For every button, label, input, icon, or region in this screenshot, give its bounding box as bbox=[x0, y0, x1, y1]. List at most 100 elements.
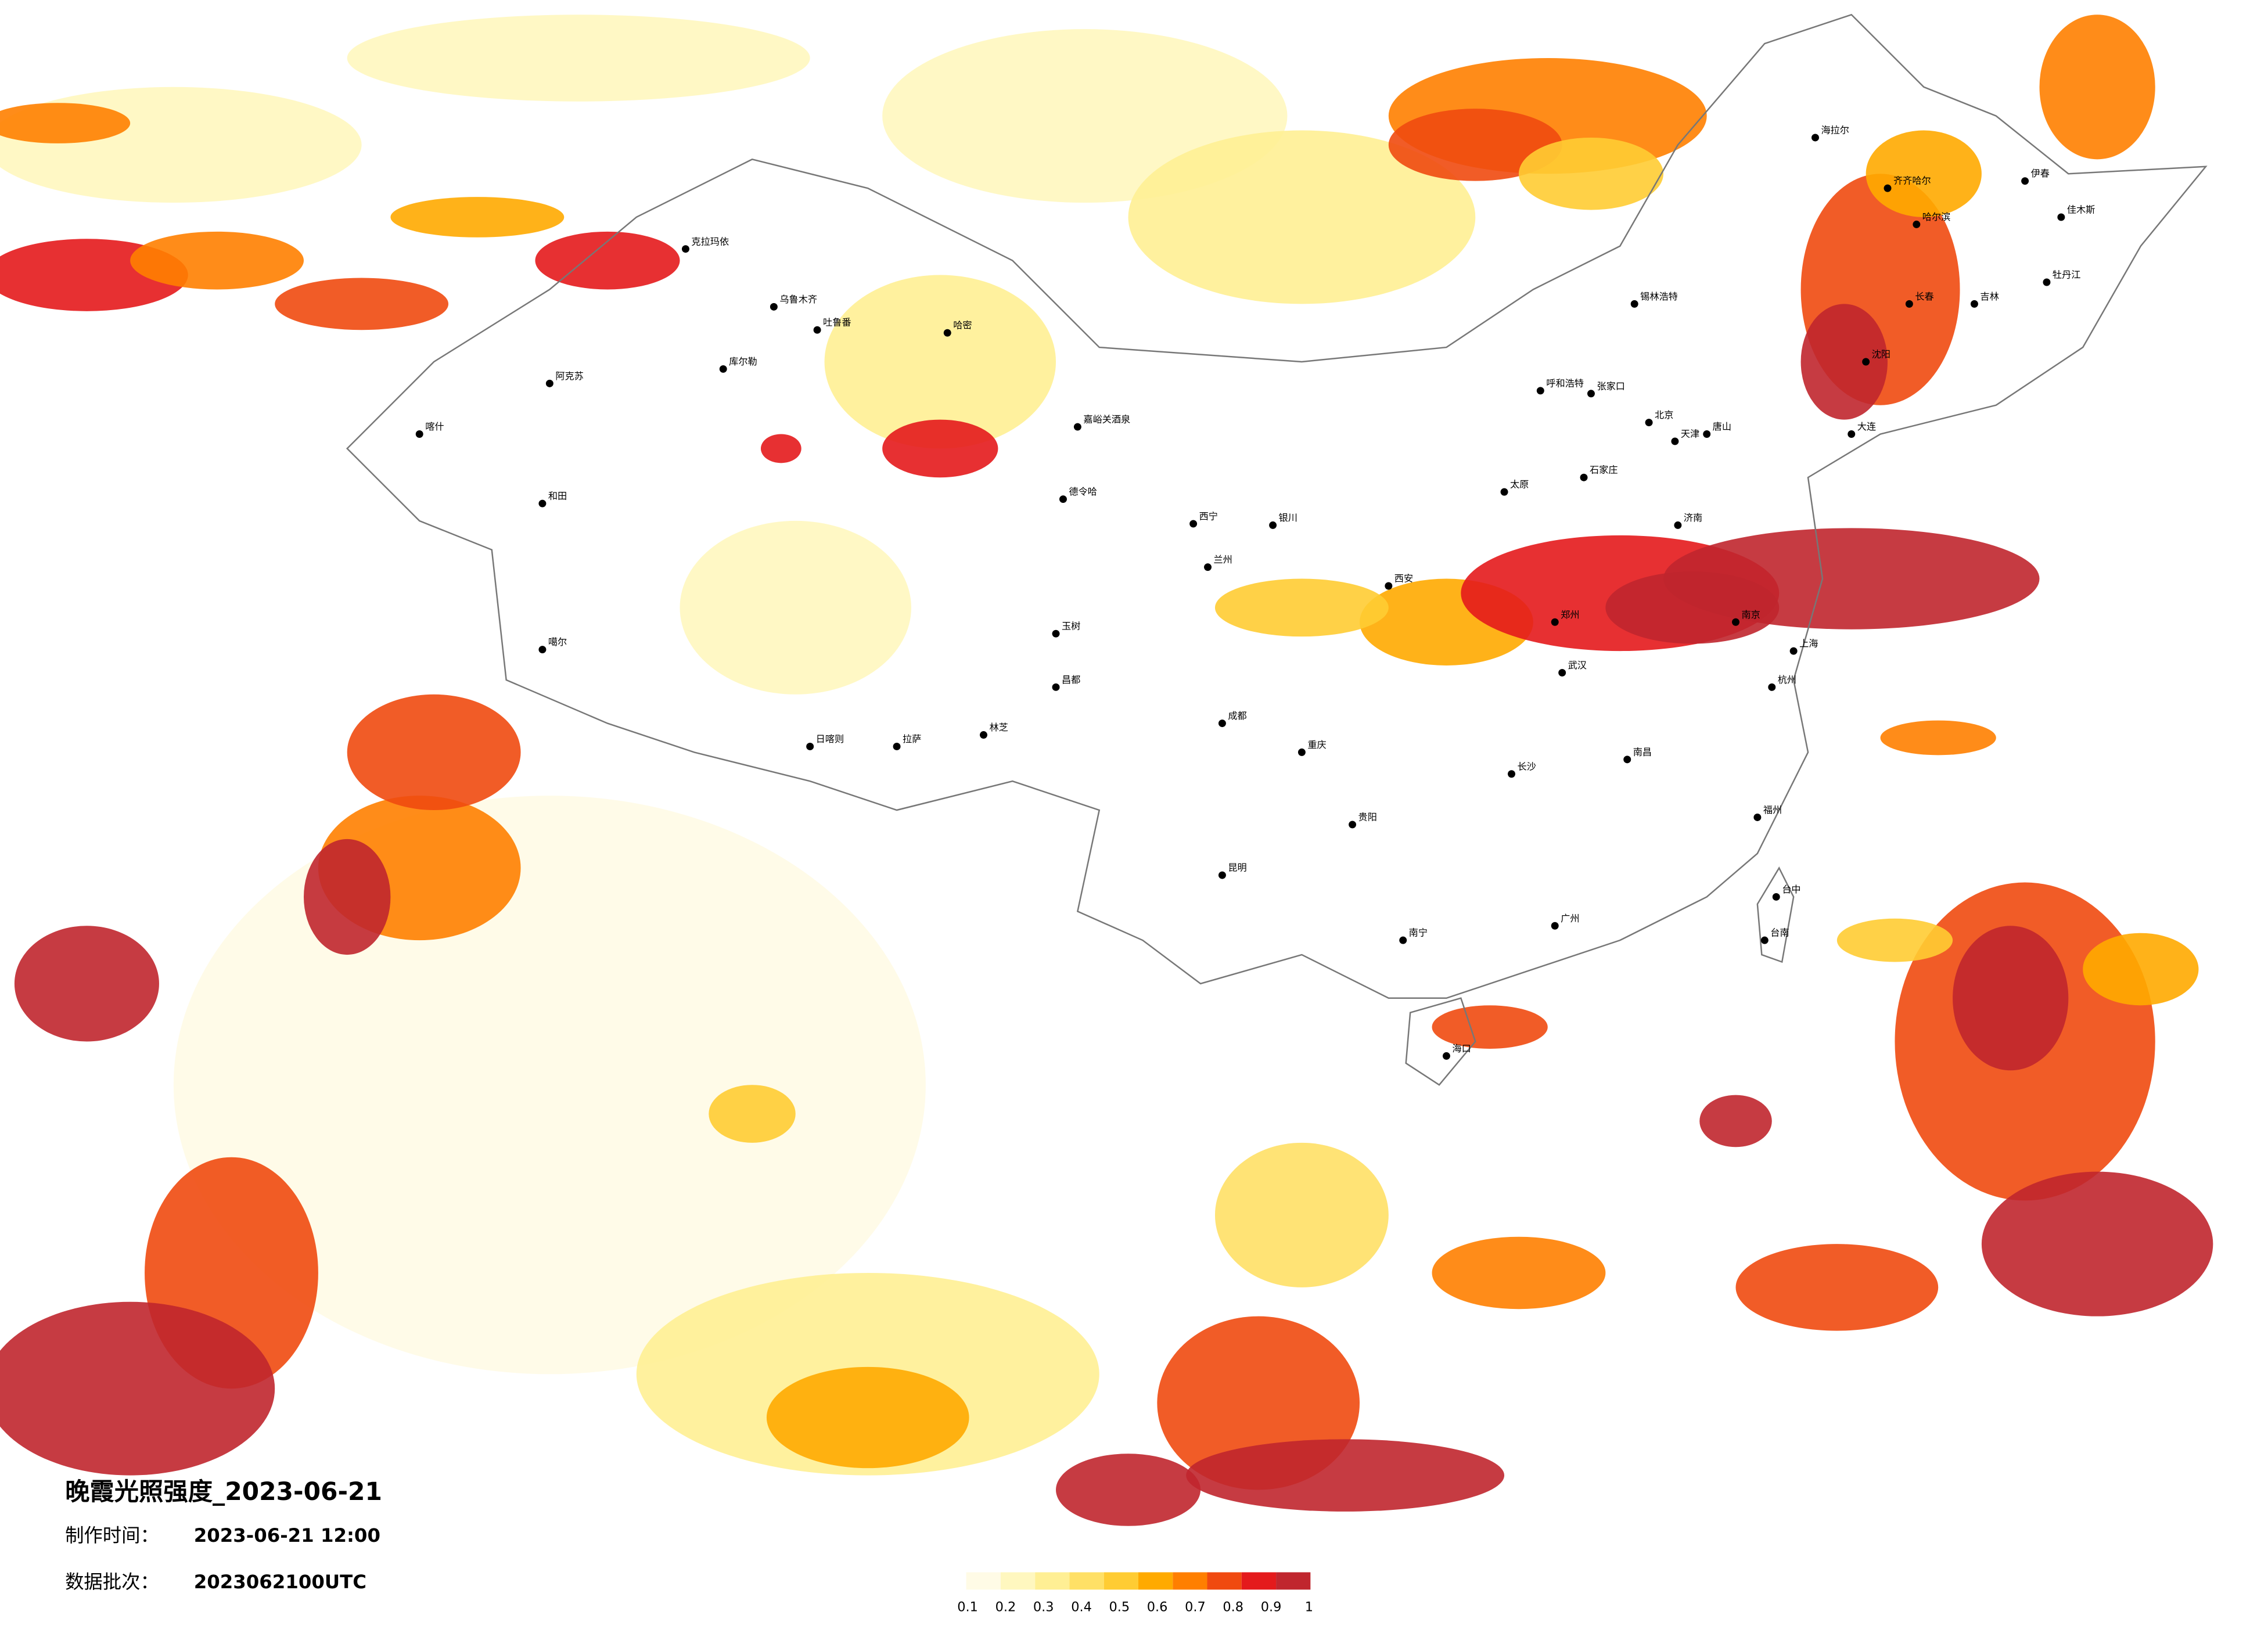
city-label: 南京 bbox=[1741, 609, 1760, 620]
city-dot bbox=[1399, 936, 1407, 944]
city-dot bbox=[1811, 134, 1819, 142]
hainan-outline bbox=[1405, 997, 1476, 1086]
intensity-region bbox=[760, 434, 801, 463]
intensity-region bbox=[1432, 1005, 1548, 1049]
city-label: 南昌 bbox=[1633, 746, 1652, 757]
intensity-region bbox=[1981, 1171, 2213, 1316]
legend-swatch bbox=[1173, 1572, 1207, 1590]
city-dot bbox=[1768, 683, 1776, 691]
city-label: 德令哈 bbox=[1069, 486, 1097, 497]
city-label: 杭州 bbox=[1778, 674, 1796, 685]
legend-tick-label: 0.4 bbox=[1071, 1600, 1092, 1615]
legend-swatch bbox=[1207, 1572, 1242, 1590]
intensity-region bbox=[390, 197, 565, 238]
made-time-value: 2023-06-21 12:00 bbox=[194, 1524, 380, 1546]
city-dot bbox=[1760, 936, 1769, 944]
city-dot bbox=[1848, 430, 1856, 438]
intensity-region bbox=[1186, 1439, 1505, 1512]
city-label: 石家庄 bbox=[1590, 465, 1618, 476]
legend-tick-label: 0.8 bbox=[1223, 1600, 1243, 1615]
legend-swatch bbox=[1035, 1572, 1070, 1590]
city-label: 克拉玛依 bbox=[691, 236, 729, 247]
city-dot bbox=[1558, 668, 1566, 677]
city-label: 日喀则 bbox=[816, 733, 844, 744]
city-label: 北京 bbox=[1655, 409, 1673, 420]
city-dot bbox=[1645, 419, 1653, 427]
intensity-region bbox=[1388, 109, 1562, 181]
china-outline bbox=[346, 13, 2208, 999]
city-dot bbox=[1508, 770, 1515, 778]
city-label: 齐齐哈尔 bbox=[1893, 175, 1931, 186]
city-dot bbox=[1970, 300, 1978, 308]
city-dot bbox=[1297, 748, 1306, 756]
city-dot bbox=[1052, 683, 1060, 691]
city-dot bbox=[1862, 358, 1870, 366]
intensity-region bbox=[709, 1085, 796, 1143]
map-title: 晚霞光照强度_2023-06-21 bbox=[65, 1477, 382, 1506]
legend-swatch bbox=[1104, 1572, 1138, 1590]
legend-swatch bbox=[1069, 1572, 1104, 1590]
intensity-region bbox=[766, 1366, 969, 1469]
city-dot bbox=[1623, 756, 1631, 764]
city-label: 济南 bbox=[1684, 512, 1702, 523]
intensity-region bbox=[1800, 304, 1888, 420]
city-dot bbox=[1052, 629, 1060, 638]
city-dot bbox=[1753, 813, 1762, 821]
city-dot bbox=[893, 742, 901, 750]
city-dot bbox=[681, 245, 689, 253]
intensity-region bbox=[347, 15, 810, 102]
city-dot bbox=[770, 303, 778, 311]
legend-tick-label: 0.2 bbox=[995, 1600, 1016, 1615]
legend-tick-label: 0.1 bbox=[957, 1600, 978, 1615]
city-label: 天津 bbox=[1681, 428, 1699, 439]
city-dot bbox=[1269, 521, 1277, 529]
city-label: 广州 bbox=[1561, 913, 1579, 924]
city-label: 库尔勒 bbox=[729, 356, 757, 367]
city-dot bbox=[1905, 300, 1913, 308]
city-dot bbox=[1551, 922, 1559, 930]
city-label: 长春 bbox=[1915, 291, 1933, 302]
legend-tick-label: 0.9 bbox=[1261, 1600, 1282, 1615]
city-label: 阿克苏 bbox=[555, 370, 584, 382]
city-dot bbox=[1218, 871, 1226, 879]
legend-swatch bbox=[966, 1572, 1001, 1590]
city-dot bbox=[1385, 582, 1393, 590]
intensity-region bbox=[1128, 130, 1476, 304]
city-dot bbox=[538, 499, 547, 508]
city-label: 吉林 bbox=[1980, 291, 1999, 302]
intensity-region bbox=[1605, 571, 1780, 644]
city-label: 呼和浩特 bbox=[1546, 377, 1584, 388]
intensity-region bbox=[2083, 933, 2199, 1006]
city-label: 西安 bbox=[1394, 573, 1413, 584]
city-dot bbox=[1073, 423, 1081, 431]
city-dot bbox=[806, 742, 814, 750]
city-dot bbox=[1218, 720, 1226, 728]
intensity-region bbox=[14, 926, 159, 1042]
city-dot bbox=[1671, 437, 1679, 445]
city-label: 西宁 bbox=[1199, 510, 1218, 521]
city-dot bbox=[1059, 495, 1067, 503]
intensity-region bbox=[1866, 130, 1982, 217]
city-label: 嘉峪关酒泉 bbox=[1083, 414, 1130, 425]
city-label: 武汉 bbox=[1568, 660, 1587, 671]
city-label: 哈密 bbox=[953, 320, 972, 331]
intensity-region bbox=[2039, 15, 2155, 160]
city-label: 海拉尔 bbox=[1821, 124, 1849, 135]
city-dot bbox=[2057, 213, 2065, 221]
legend-tick-label: 0.3 bbox=[1033, 1600, 1054, 1615]
intensity-region bbox=[347, 694, 521, 811]
city-label: 玉树 bbox=[1062, 621, 1080, 632]
city-label: 唐山 bbox=[1713, 421, 1731, 432]
intensity-region bbox=[1056, 1454, 1201, 1526]
city-dot bbox=[538, 646, 547, 654]
intensity-region bbox=[275, 278, 449, 330]
city-label: 昆明 bbox=[1228, 862, 1246, 873]
intensity-region bbox=[1953, 926, 2069, 1071]
city-dot bbox=[1204, 563, 1212, 571]
intensity-region bbox=[1432, 1236, 1606, 1310]
city-label: 佳木斯 bbox=[2067, 204, 2096, 215]
city-label: 昌都 bbox=[1062, 674, 1080, 685]
city-label: 南宁 bbox=[1409, 927, 1428, 938]
city-dot bbox=[2043, 278, 2051, 286]
